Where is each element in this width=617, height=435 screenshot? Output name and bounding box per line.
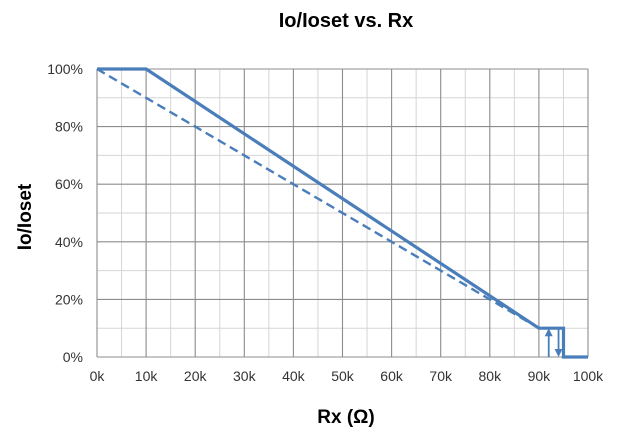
- series-layer: [96, 67, 588, 359]
- x-tick-label: 10k: [135, 368, 159, 384]
- up-arrow-icon: [544, 328, 553, 357]
- y-tick-label: 0%: [63, 349, 83, 365]
- chart-title: Io/Ioset vs. Rx: [279, 10, 414, 32]
- dashed-series-line: [96, 67, 540, 330]
- y-tick-labels: 0% 20% 40% 60% 80% 100%: [47, 61, 83, 365]
- x-tick-label: 60k: [380, 368, 404, 384]
- x-tick-label: 80k: [479, 368, 503, 384]
- annotation-layer: [544, 328, 563, 357]
- x-tick-label: 50k: [331, 368, 355, 384]
- y-tick-label: 60%: [55, 176, 83, 192]
- x-tick-label: 0k: [90, 368, 106, 384]
- x-tick-label: 30k: [233, 368, 257, 384]
- y-tick-label: 100%: [47, 61, 83, 77]
- y-tick-label: 40%: [55, 234, 83, 250]
- major-gridlines: [96, 68, 589, 358]
- solid-series-line: [97, 67, 588, 359]
- x-tick-label: 70k: [429, 368, 453, 384]
- y-axis-label: Io/Ioset: [15, 183, 36, 250]
- x-tick-labels: 0k 10k 20k 30k 40k 50k 60k 70k 80k 90k 100k: [90, 368, 605, 384]
- x-tick-label: 100k: [573, 368, 604, 384]
- x-axis-label: Rx (Ω): [317, 407, 374, 428]
- x-tick-label: 20k: [184, 368, 208, 384]
- x-tick-label: 40k: [282, 368, 306, 384]
- down-arrow-icon: [554, 328, 563, 357]
- x-tick-label: 90k: [528, 368, 552, 384]
- y-tick-label: 20%: [55, 291, 83, 307]
- y-tick-label: 80%: [55, 119, 83, 135]
